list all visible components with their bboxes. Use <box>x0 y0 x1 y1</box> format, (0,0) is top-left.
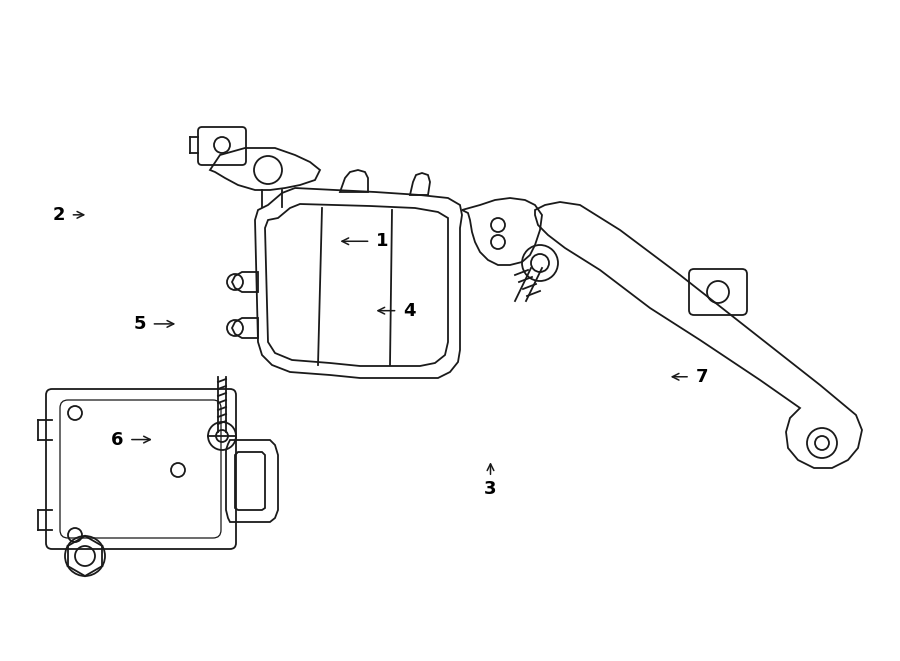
Text: 2: 2 <box>52 206 65 224</box>
Text: 3: 3 <box>484 480 497 498</box>
Text: 6: 6 <box>111 430 123 449</box>
Text: 1: 1 <box>376 232 389 251</box>
Text: 4: 4 <box>403 301 416 320</box>
Text: 7: 7 <box>696 368 708 386</box>
Text: 5: 5 <box>133 315 146 333</box>
